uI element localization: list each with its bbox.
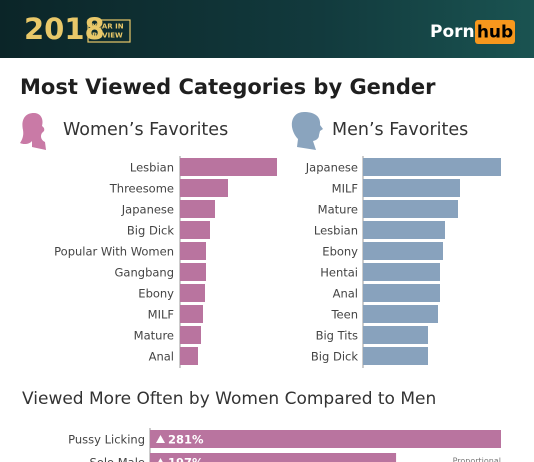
- category-label: Ebony: [138, 287, 174, 301]
- value-label: 197%: [168, 456, 204, 462]
- category-label: Ebony: [322, 245, 358, 259]
- bar: [180, 326, 201, 344]
- category-label: Hentai: [320, 266, 358, 280]
- bar: [180, 179, 228, 197]
- logo-right: hub: [477, 23, 513, 43]
- page-title: Most Viewed Categories by Gender: [20, 75, 436, 99]
- category-label: MILF: [332, 182, 358, 196]
- category-label: Pussy Licking: [68, 433, 145, 447]
- bar: [363, 284, 440, 302]
- bar: [180, 347, 198, 365]
- category-label: Lesbian: [314, 224, 358, 238]
- value-label: 281%: [168, 433, 204, 447]
- bar: [363, 242, 443, 260]
- up-triangle: [156, 435, 165, 443]
- chart-title: Men’s Favorites: [332, 120, 468, 140]
- chart-title: Women’s Favorites: [63, 120, 228, 140]
- category-label: MILF: [148, 308, 174, 322]
- category-label: Big Tits: [316, 329, 358, 343]
- logo-box: [475, 20, 515, 44]
- bar: [363, 347, 428, 365]
- bar: [180, 158, 277, 176]
- header-bar: [0, 0, 534, 58]
- women-icon: [20, 113, 46, 150]
- chart-title: Viewed More Often by Women Compared to M…: [22, 389, 436, 409]
- bar: [180, 221, 210, 239]
- category-label: Lesbian: [130, 161, 174, 175]
- category-label: Mature: [134, 329, 174, 343]
- bar: [363, 263, 440, 281]
- bar: [150, 430, 501, 448]
- bar: [180, 242, 206, 260]
- category-label: Solo Male: [90, 456, 145, 462]
- bar: [363, 200, 458, 218]
- bar: [363, 305, 438, 323]
- up-triangle: [158, 458, 163, 462]
- category-label: Anal: [333, 287, 358, 301]
- bar: [180, 305, 203, 323]
- bar: [363, 158, 501, 176]
- category-label: Popular With Women: [54, 245, 174, 259]
- bar: [150, 453, 397, 462]
- year: 2018: [24, 12, 105, 46]
- category-label: Big Dick: [311, 350, 358, 364]
- category-label: Japanese: [305, 161, 358, 175]
- category-label: Big Dick: [127, 224, 174, 238]
- annotation: Proportional: [453, 457, 501, 462]
- category-label: Japanese: [121, 203, 174, 217]
- bar: [180, 284, 205, 302]
- bar: [180, 263, 206, 281]
- bar: [363, 179, 460, 197]
- category-label: Teen: [330, 308, 358, 322]
- bar: [180, 200, 215, 218]
- category-label: Anal: [149, 350, 174, 364]
- category-label: Gangbang: [115, 266, 174, 280]
- category-label: Mature: [318, 203, 358, 217]
- bar: [363, 326, 428, 344]
- badge-text: YEAR IN: [91, 23, 124, 31]
- men-icon: [291, 112, 323, 150]
- badge-text: REVIEW: [92, 32, 123, 40]
- logo-left: Porn: [430, 22, 475, 42]
- badge-box: [87, 19, 131, 43]
- bar: [363, 221, 445, 239]
- category-label: Threesome: [109, 182, 174, 196]
